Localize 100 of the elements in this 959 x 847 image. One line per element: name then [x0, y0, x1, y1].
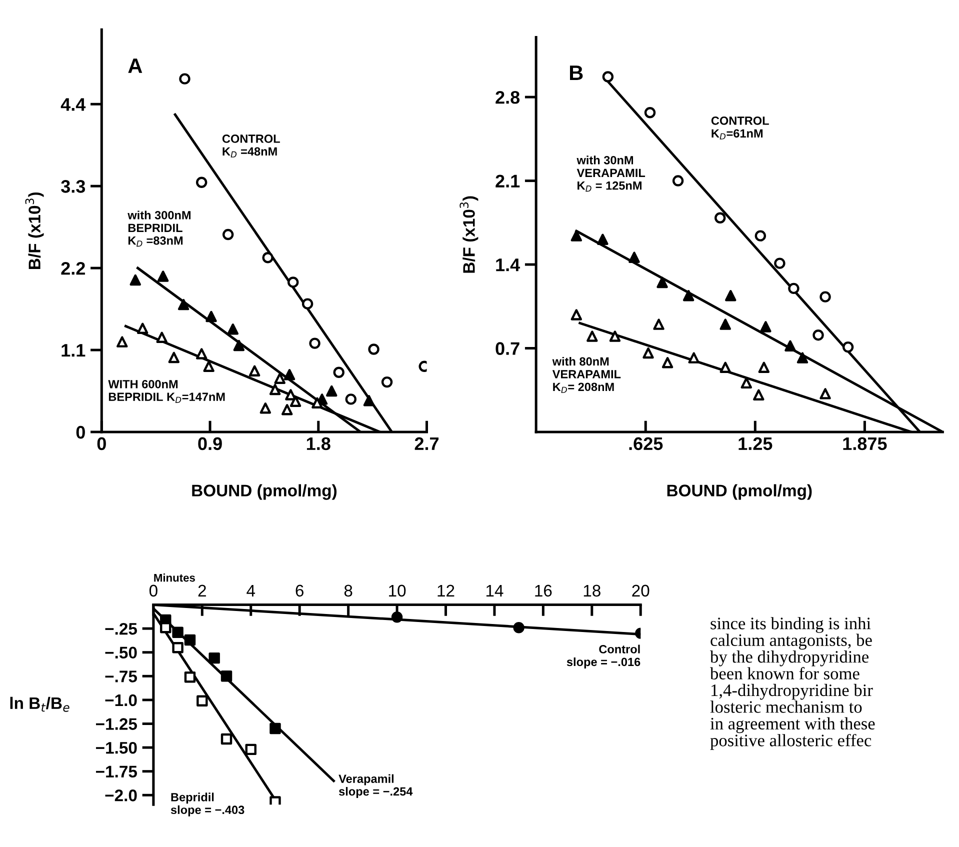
x-tick-label: 16: [535, 584, 552, 597]
point: [609, 330, 621, 342]
point: [682, 290, 694, 302]
text: positive allosteric effec: [710, 734, 872, 750]
point: [245, 744, 256, 756]
point: [644, 107, 656, 118]
point: [116, 336, 128, 348]
point: [203, 360, 214, 372]
annotation: Control slope = −.016: [566, 644, 640, 668]
text: by the dihydropyridine: [710, 650, 869, 666]
point: [628, 252, 640, 263]
point: [227, 324, 239, 335]
text: B: [570, 66, 583, 80]
y-tick-label: −.50: [105, 646, 137, 659]
x-tick-label: 2.7: [414, 437, 439, 450]
annotation: with 300nM BEPRIDIL K$_{D}$ =83nM: [128, 210, 190, 247]
x-tick-label: 8: [344, 584, 352, 597]
annotation: Verapamil slope = −.254: [338, 774, 413, 798]
x-tick-label: 20: [632, 584, 650, 597]
y-tick-label: 3.3: [61, 180, 86, 193]
y-axis-title: B/F (x10$^{3}$): [25, 192, 44, 269]
point: [345, 394, 357, 405]
text: losteric mechanism to: [710, 700, 862, 713]
x-tick-label: 4: [246, 584, 256, 596]
annotation: CONTROL K$_{D}$ =48nM: [222, 134, 280, 158]
y-tick-label: 2.8: [496, 91, 520, 104]
point: [842, 341, 854, 353]
point: [130, 274, 141, 286]
point: [570, 230, 582, 242]
point: [363, 395, 375, 406]
x-tick-label: 0: [149, 584, 158, 597]
point: [513, 622, 524, 634]
y-tick-label: −1.75: [96, 766, 138, 778]
y-tick-label: −1.50: [96, 742, 137, 754]
point: [725, 290, 736, 302]
point: [274, 372, 286, 384]
y-tick-label: 4.4: [60, 98, 86, 111]
point: [788, 282, 800, 294]
point: [287, 276, 299, 288]
point: [597, 234, 608, 246]
y-tick-label: −2.0: [105, 790, 137, 802]
point: [586, 330, 598, 342]
point: [270, 796, 281, 805]
x-axis-title: BOUND (pmol/mg): [667, 484, 812, 500]
annotation: with 80nM VERAPAMIL K$_{D}$= 208nM: [552, 356, 621, 393]
x-tick-label: 1.8: [306, 437, 330, 450]
point: [281, 404, 293, 416]
point: [720, 362, 731, 373]
point: [160, 622, 172, 634]
point: [178, 298, 190, 310]
y-tick-label: −1.25: [96, 718, 138, 730]
point: [753, 389, 764, 400]
point: [820, 291, 831, 302]
y-tick-label: −1.0: [105, 694, 137, 706]
point: [326, 385, 338, 397]
point: [642, 347, 654, 359]
point: [172, 626, 184, 638]
point: [262, 252, 274, 264]
point: [302, 298, 314, 310]
point: [774, 258, 786, 269]
y-tick-label: 1.1: [62, 344, 86, 357]
point: [157, 270, 169, 282]
annotation: CONTROL K$_{D}$=61nM: [711, 116, 769, 140]
point: [656, 276, 668, 288]
y-axis-title: ln B$_{t}$/B$_{e}$: [10, 696, 70, 712]
point: [233, 340, 245, 352]
text: calcium antagonists, be: [710, 634, 872, 650]
point: [784, 340, 796, 352]
point: [284, 368, 296, 380]
text: in agreement with these: [710, 717, 875, 734]
point: [136, 322, 148, 334]
y-tick-label: −.25: [105, 622, 138, 635]
point: [688, 352, 700, 364]
point: [179, 73, 190, 84]
point: [222, 228, 234, 240]
x-tick-label: 14: [486, 584, 504, 596]
point: [208, 652, 220, 664]
text: been known for some: [710, 667, 860, 680]
point: [220, 670, 232, 682]
point: [672, 175, 684, 186]
point: [720, 318, 731, 330]
point: [270, 722, 281, 734]
point: [206, 310, 217, 322]
x-tick-label: 1.25: [738, 437, 772, 450]
x-tick-label: 0.9: [198, 437, 222, 450]
y-tick-label: 0: [76, 426, 85, 439]
y-tick-label: 0.7: [496, 342, 520, 355]
point: [168, 352, 180, 364]
y-tick-label: 2.1: [496, 174, 520, 188]
text: since its binding is inhi: [710, 617, 871, 633]
point: [653, 318, 664, 330]
point: [269, 384, 281, 396]
point: [760, 321, 772, 332]
annotation: Bepridil slope = −.403: [170, 792, 244, 816]
point: [309, 338, 320, 349]
y-tick-label: 2.2: [61, 262, 85, 275]
point: [184, 671, 196, 683]
point: [740, 377, 752, 389]
text: A: [128, 58, 142, 73]
y-tick-label: −.75: [105, 670, 138, 682]
